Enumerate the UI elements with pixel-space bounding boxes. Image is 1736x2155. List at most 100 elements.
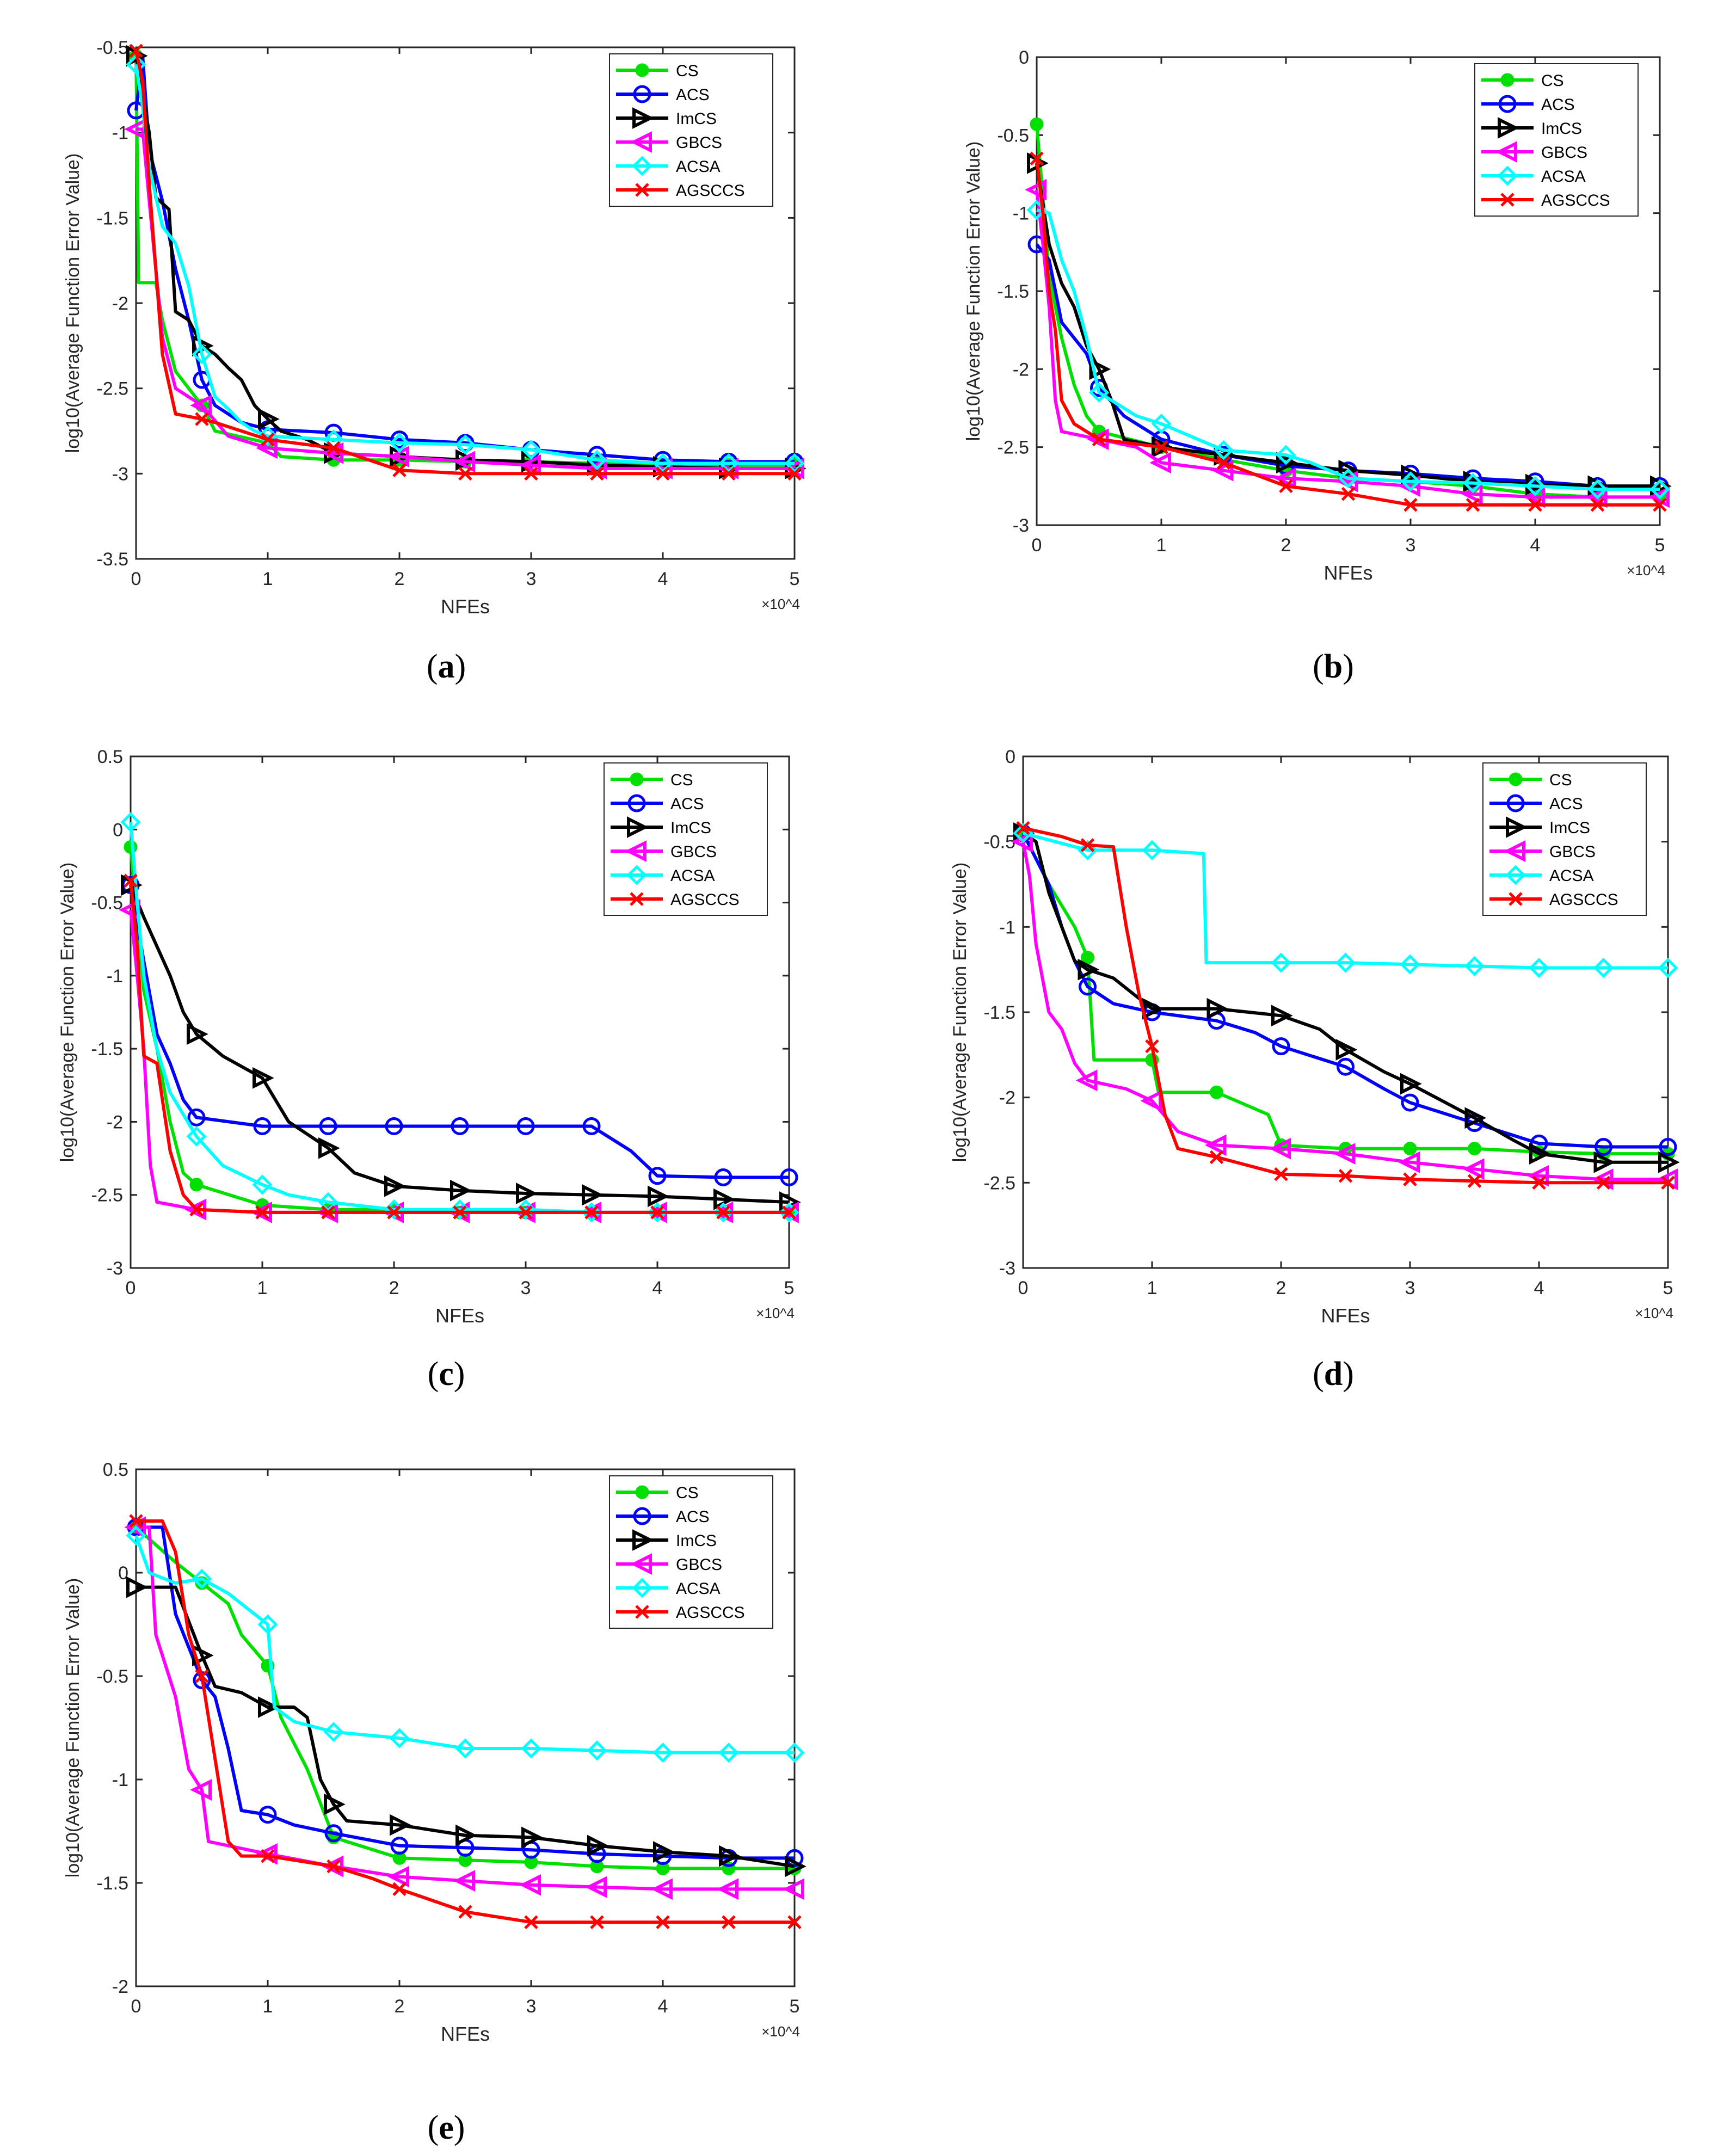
data-point-marker bbox=[189, 1202, 204, 1217]
legend-marker bbox=[633, 85, 651, 103]
series-acsa bbox=[126, 1525, 805, 1763]
data-point-marker bbox=[1077, 840, 1098, 860]
x-tick-label: 1 bbox=[257, 1278, 268, 1298]
data-point-marker bbox=[192, 344, 212, 365]
data-point-marker bbox=[1079, 977, 1097, 996]
data-point-marker bbox=[590, 1915, 604, 1929]
data-point-marker bbox=[1274, 467, 1296, 489]
data-point-marker bbox=[1468, 1142, 1481, 1156]
x-tick-label: 0 bbox=[1032, 535, 1042, 556]
data-point-marker bbox=[1016, 821, 1030, 835]
x-tick-label: 5 bbox=[784, 1278, 795, 1298]
x-tick-label: 4 bbox=[1530, 535, 1541, 556]
y-tick-label: -1.5 bbox=[997, 281, 1029, 302]
x-tick-label: 2 bbox=[389, 1278, 399, 1298]
legend-marker bbox=[632, 107, 654, 129]
legend-entry-cs: CS bbox=[616, 1484, 699, 1502]
legend-label: CS bbox=[676, 1484, 699, 1502]
data-point-marker bbox=[124, 873, 138, 888]
x-tick-label: 3 bbox=[1405, 1278, 1415, 1298]
data-point-marker bbox=[718, 453, 739, 474]
y-tick-label: -3 bbox=[999, 1258, 1015, 1279]
series-line bbox=[134, 64, 795, 465]
series-line bbox=[136, 1519, 795, 1924]
data-point-marker bbox=[1210, 1085, 1223, 1099]
data-point-marker bbox=[587, 450, 607, 470]
data-point-marker bbox=[187, 1023, 208, 1045]
data-point-marker bbox=[195, 412, 209, 426]
legend-entry-gbcs: GBCS bbox=[611, 840, 717, 862]
y-tick-label: -2 bbox=[999, 1088, 1015, 1109]
data-point-marker bbox=[1403, 497, 1418, 512]
legend-entry-acs: ACS bbox=[1481, 95, 1575, 114]
data-point-marker bbox=[779, 1202, 799, 1223]
x-axis-label: NFEs bbox=[435, 1304, 484, 1327]
x-multiplier-label: ×10^4 bbox=[761, 2023, 800, 2040]
data-point-marker bbox=[389, 433, 410, 453]
legend-marker bbox=[1506, 816, 1528, 838]
data-point-marker bbox=[1272, 1037, 1290, 1056]
data-point-marker bbox=[1659, 1138, 1677, 1156]
y-tick-label: -1 bbox=[107, 966, 123, 987]
legend-label: ImCS bbox=[670, 819, 711, 837]
series-agsccs bbox=[1016, 821, 1675, 1190]
legend-marker bbox=[1506, 794, 1525, 812]
x-axis-label: NFEs bbox=[441, 595, 490, 618]
x-multiplier-label: ×10^4 bbox=[761, 596, 800, 612]
data-point-marker bbox=[126, 54, 146, 75]
legend-marker bbox=[625, 840, 647, 862]
chart-panel-d: 0 1 2 3 4 5 -3 -2.5 -2 -1.5 -1 -0.5 0 NFEs log10(Avera… bbox=[950, 747, 1680, 1393]
data-point-marker bbox=[1271, 1005, 1293, 1027]
data-point-marker bbox=[1216, 455, 1231, 470]
y-tick-label: -2.5 bbox=[983, 1173, 1015, 1193]
data-point-marker bbox=[521, 1826, 543, 1849]
data-point-marker bbox=[722, 1915, 736, 1929]
data-point-marker bbox=[389, 1728, 410, 1748]
legend-entry-acs: ACS bbox=[616, 1507, 710, 1526]
data-point-marker bbox=[582, 1184, 604, 1206]
y-tick-label: 0 bbox=[1019, 47, 1029, 68]
data-point-marker bbox=[1081, 951, 1094, 965]
data-point-marker bbox=[390, 1814, 411, 1836]
data-point-marker bbox=[516, 1183, 538, 1204]
legend-label: ACSA bbox=[1541, 168, 1586, 186]
legend-entry-imcs: ImCS bbox=[1481, 117, 1582, 139]
y-axis-label: log10(Average Function Error Value) bbox=[963, 141, 984, 441]
legend: CS ACS ImCS GBCS ACSA AGSCCS bbox=[609, 1475, 773, 1629]
data-point-marker bbox=[1279, 479, 1293, 494]
data-point-marker bbox=[717, 1878, 738, 1900]
legend-marker bbox=[630, 892, 644, 906]
legend-entry-imcs: ImCS bbox=[616, 107, 717, 129]
data-point-marker bbox=[327, 1859, 341, 1874]
legend-marker bbox=[626, 865, 647, 885]
legend-label: AGSCCS bbox=[676, 1604, 745, 1622]
legend-marker bbox=[635, 1485, 649, 1499]
legend-entry-gbcs: GBCS bbox=[1489, 840, 1596, 862]
caption-letter: a bbox=[438, 648, 455, 685]
data-point-marker bbox=[387, 1205, 401, 1220]
legend-label: CS bbox=[676, 62, 699, 80]
data-point-marker bbox=[453, 1205, 467, 1220]
legend-entry-cs: CS bbox=[616, 62, 699, 80]
x-tick-label: 3 bbox=[526, 569, 537, 589]
data-point-marker bbox=[652, 453, 673, 474]
data-point-marker bbox=[1140, 1090, 1162, 1112]
data-point-marker bbox=[1403, 1142, 1417, 1156]
legend-entry-cs: CS bbox=[1481, 72, 1564, 90]
series-line bbox=[1035, 243, 1660, 488]
series-line bbox=[134, 1535, 795, 1754]
data-point-marker bbox=[722, 466, 736, 481]
data-point-marker bbox=[319, 1117, 337, 1135]
series-line bbox=[1021, 832, 1668, 1156]
legend-marker bbox=[632, 156, 652, 176]
data-point-marker bbox=[582, 1117, 601, 1135]
y-tick-label: 0 bbox=[113, 820, 123, 840]
legend-marker bbox=[633, 1507, 651, 1525]
data-point-marker bbox=[124, 840, 138, 854]
y-tick-label: -2.5 bbox=[997, 438, 1029, 458]
legend-label: AGSCCS bbox=[670, 891, 740, 909]
data-point-marker bbox=[1529, 957, 1549, 978]
legend-marker bbox=[635, 63, 649, 77]
data-point-marker bbox=[1401, 464, 1423, 487]
